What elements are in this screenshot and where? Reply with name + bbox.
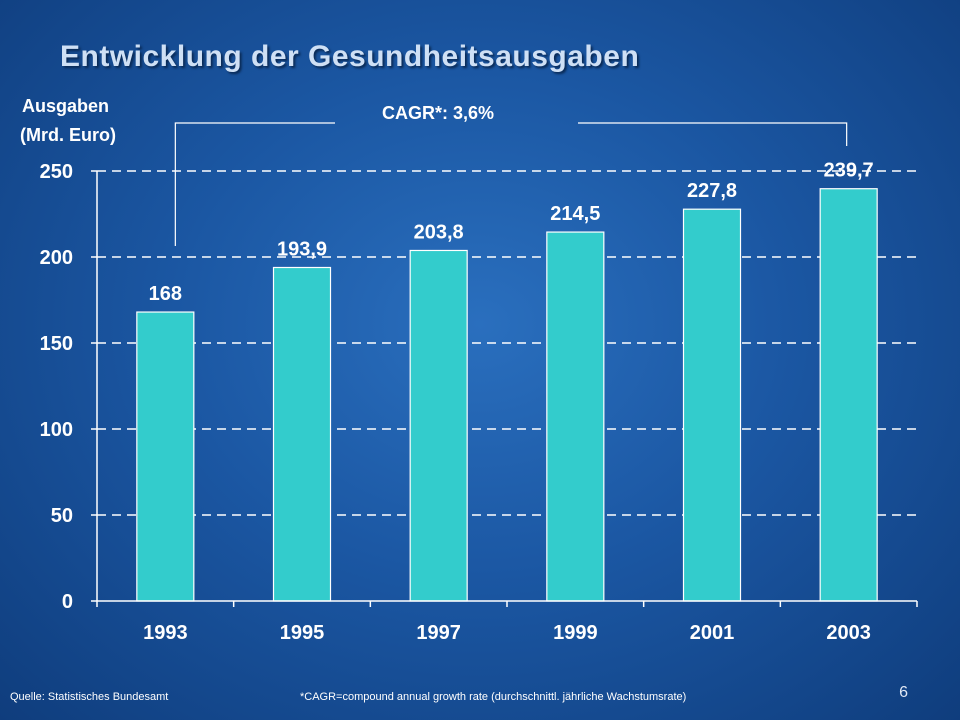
axes (91, 170, 918, 607)
bar (272, 266, 332, 602)
footer-note: *CAGR=compound annual growth rate (durch… (300, 691, 687, 703)
x-tick-label: 1999 (553, 622, 598, 644)
y-axis-label-line1: Ausgaben (22, 96, 110, 116)
page-number: 6 (899, 684, 908, 701)
y-tick-label: 100 (40, 419, 73, 441)
bar (409, 249, 468, 602)
y-tick-label: 250 (40, 161, 73, 183)
x-tick-label: 2003 (826, 622, 871, 644)
y-tick-label: 200 (40, 247, 73, 269)
data-label: 227,8 (687, 180, 737, 202)
x-tick-label: 1993 (143, 622, 188, 644)
gridlines (97, 170, 917, 516)
y-tick-label: 50 (51, 505, 73, 527)
data-label: 193,9 (277, 238, 327, 260)
y-tick-label: 0 (62, 591, 73, 613)
bracket-right (578, 122, 848, 146)
data-label: 203,8 (414, 221, 464, 243)
bar (682, 208, 742, 602)
data-label: 239,7 (824, 160, 874, 182)
cagr-annotation: CAGR*: 3,6% (382, 103, 495, 123)
x-tick-label: 1995 (280, 622, 325, 644)
cagr-bracket (174, 122, 848, 246)
bars (136, 188, 878, 602)
bar (136, 311, 195, 602)
x-tick-label: 2001 (690, 622, 735, 644)
labels: 0 50 100 150 200 250 168 1993 193,9 1995 203,8 1997… (40, 160, 874, 644)
bracket-left (174, 122, 335, 246)
data-label: 214,5 (550, 203, 600, 225)
data-label: 168 (149, 283, 182, 305)
page-title: Entwicklung der Gesundheitsausgaben (60, 40, 640, 73)
y-tick-label: 150 (40, 333, 73, 355)
footer-source: Quelle: Statistisches Bundesamt (10, 691, 169, 703)
bar (819, 188, 878, 602)
bar (546, 231, 605, 602)
y-axis-label-line2: (Mrd. Euro) (20, 125, 116, 145)
x-tick-label: 1997 (416, 622, 461, 644)
